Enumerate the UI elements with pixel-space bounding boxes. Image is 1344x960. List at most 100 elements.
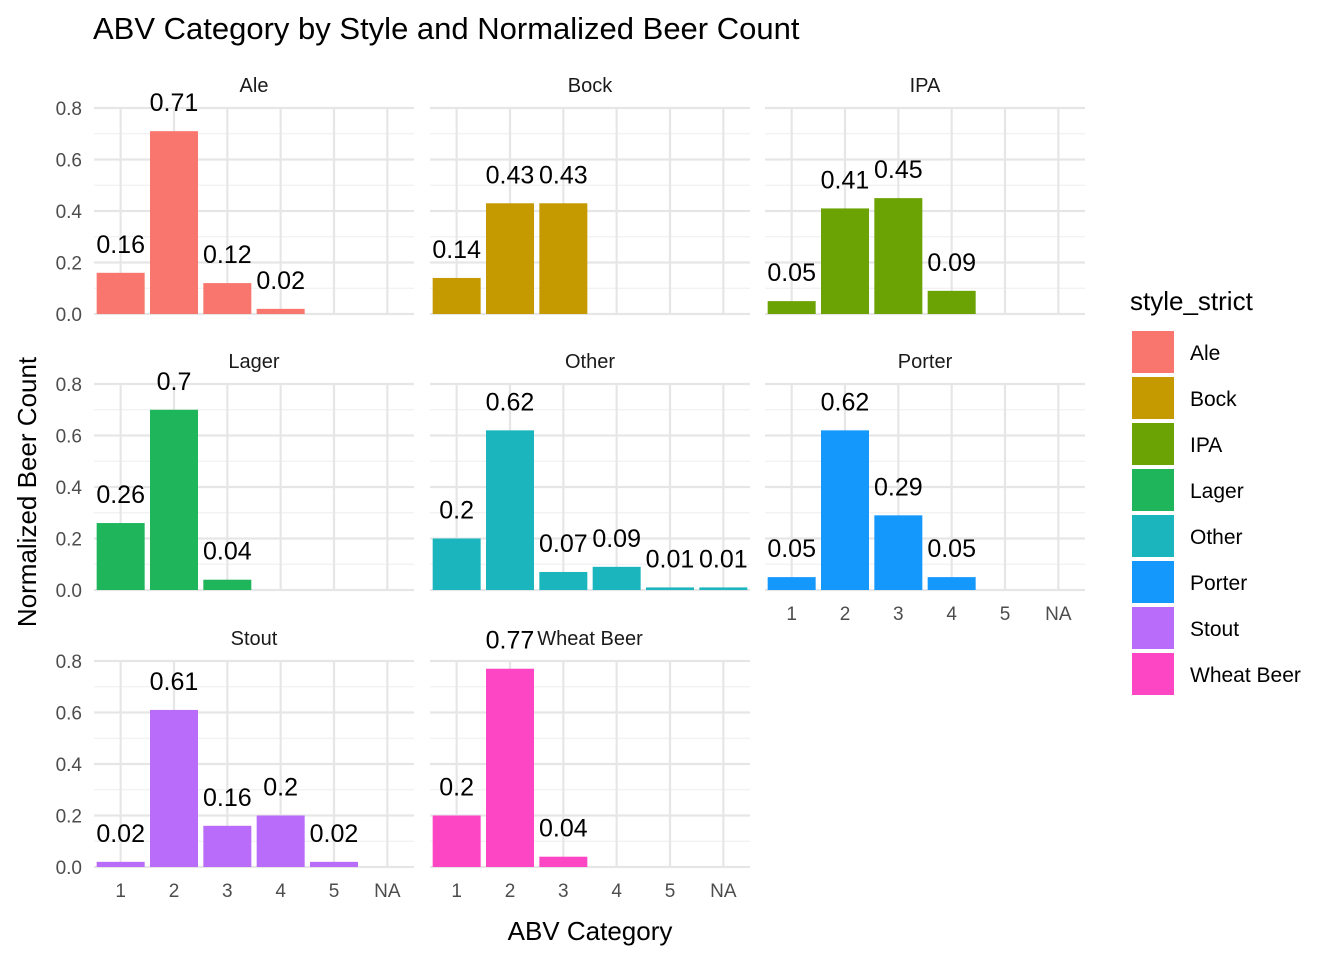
bar-value-label: 0.29 [874,473,923,501]
legend-item-wheat-beer: Wheat Beer [1132,653,1301,695]
bar-value-label: 0.14 [432,236,481,264]
y-tick-label: 0.8 [56,99,82,120]
chart-title: ABV Category by Style and Normalized Bee… [93,11,800,46]
y-tick-label: 0.2 [56,807,82,828]
facet-strip-label: Lager [228,351,279,373]
bar-bock-2 [486,203,534,314]
x-tick-label: 3 [222,881,233,902]
x-tick-label: 1 [451,881,462,902]
y-tick-label: 0.0 [56,581,82,602]
x-tick-label: NA [710,881,737,902]
legend-swatch [1132,653,1174,695]
x-tick-label: 2 [840,604,851,625]
x-tick-label: 2 [505,881,516,902]
legend-title: style_strict [1130,286,1254,316]
bar-other-na [699,587,748,590]
bar-porter-3 [874,515,923,590]
x-tick-label: 4 [946,604,957,625]
bar-value-label: 0.2 [263,774,298,802]
bar-ale-2 [150,131,198,314]
x-axis-title: ABV Category [508,916,673,946]
y-tick-label: 0.6 [56,704,82,725]
facet-ipa: IPA 0.05 0.41 0.45 0.09 [765,75,1085,316]
bar-wheat-beer-3 [539,856,588,867]
y-tick-label: 0.4 [56,478,83,499]
legend-item-ale: Ale [1132,331,1220,373]
legend-swatch [1132,423,1174,465]
legend-label: Ale [1190,342,1220,365]
x-tick-label: NA [374,881,401,902]
bar-value-label: 0.45 [874,156,923,184]
bar-ipa-3 [874,198,923,314]
bar-value-label: 0.02 [96,820,145,848]
x-tick-label: 5 [1000,604,1011,625]
facet-porter: Porter 0.05 0.62 0.29 0.05 1 2 3 4 5 NA [765,351,1085,625]
legend: style_strict Ale Bock IPA Lager Other Porter S… [1130,286,1301,695]
bar-value-label: 0.12 [203,241,252,269]
bar-lager-2 [150,409,198,590]
bar-value-label: 0.41 [821,166,870,194]
legend-label: Stout [1190,618,1239,641]
legend-item-porter: Porter [1132,561,1247,603]
bar-value-label: 0.2 [439,497,474,525]
bar-ale-3 [203,283,252,314]
bar-other-2 [486,430,534,590]
bar-value-label: 0.43 [486,161,535,189]
facet-wheat-beer: Wheat Beer 0.2 0.77 0.04 1 2 3 4 5 NA [430,627,750,902]
facet-strip-label: Other [565,351,615,373]
legend-swatch [1132,331,1174,373]
bar-other-1 [432,538,481,590]
bar-stout-3 [203,825,252,867]
facet-stout: 0.0 0.2 0.4 0.6 0.8 Stout 0.02 0.61 0.16 0.2 0.02 1… [56,628,414,902]
bar-ale-1 [96,272,145,314]
facet-strip-label: Wheat Beer [537,628,643,650]
bar-other-3 [539,571,588,590]
facet-strip-label: IPA [910,75,941,97]
facet-strip-label: Ale [240,75,269,97]
facet-lager: 0.0 0.2 0.4 0.6 0.8 Lager 0.26 0.7 0.04 [56,351,414,602]
bar-stout-1 [96,861,145,867]
bar-value-label: 0.62 [486,388,535,416]
bar-value-label: 0.16 [96,231,145,259]
y-tick-label: 0.6 [56,151,82,172]
facet-bock: Bock 0.14 0.43 0.43 [430,75,750,316]
bar-lager-3 [203,579,252,590]
facet-panels: 0.00.20.40.60.8Ale0.160.710.120.02Bock0.… [56,75,1085,902]
bar-value-label: 0.43 [539,161,588,189]
y-tick-label: 0.0 [56,305,82,326]
bar-value-label: 0.26 [96,481,145,509]
legend-swatch [1132,607,1174,649]
legend-label: Bock [1190,388,1237,411]
bar-value-label: 0.04 [203,538,252,566]
legend-label: IPA [1190,434,1222,457]
bar-value-label: 0.07 [539,530,588,558]
x-tick-label: 4 [611,881,622,902]
legend-swatch [1132,377,1174,419]
bar-stout-2 [150,709,198,867]
bar-ale-4 [256,308,305,314]
y-tick-label: 0.4 [56,202,83,223]
bar-other-4 [592,566,641,590]
bar-value-label: 0.61 [150,668,199,696]
legend-item-other: Other [1132,515,1243,557]
y-tick-label: 0.4 [56,755,83,776]
bar-value-label: 0.02 [310,820,359,848]
legend-label: Other [1190,526,1243,549]
x-tick-label: 1 [786,604,797,625]
x-tick-label: 1 [115,881,126,902]
bar-value-label: 0.05 [767,259,816,287]
bar-bock-1 [432,277,481,314]
bar-value-label: 0.01 [646,545,695,573]
facet-strip-label: Stout [231,628,278,650]
bar-value-label: 0.7 [157,368,192,396]
bar-value-label: 0.04 [539,815,588,843]
bar-porter-4 [927,577,976,590]
bar-value-label: 0.77 [486,627,535,655]
bar-stout-5 [310,861,358,867]
legend-swatch [1132,561,1174,603]
y-tick-label: 0.0 [56,858,82,879]
legend-item-bock: Bock [1132,377,1237,419]
facet-strip-label: Bock [568,75,613,97]
bar-value-label: 0.09 [927,249,976,277]
